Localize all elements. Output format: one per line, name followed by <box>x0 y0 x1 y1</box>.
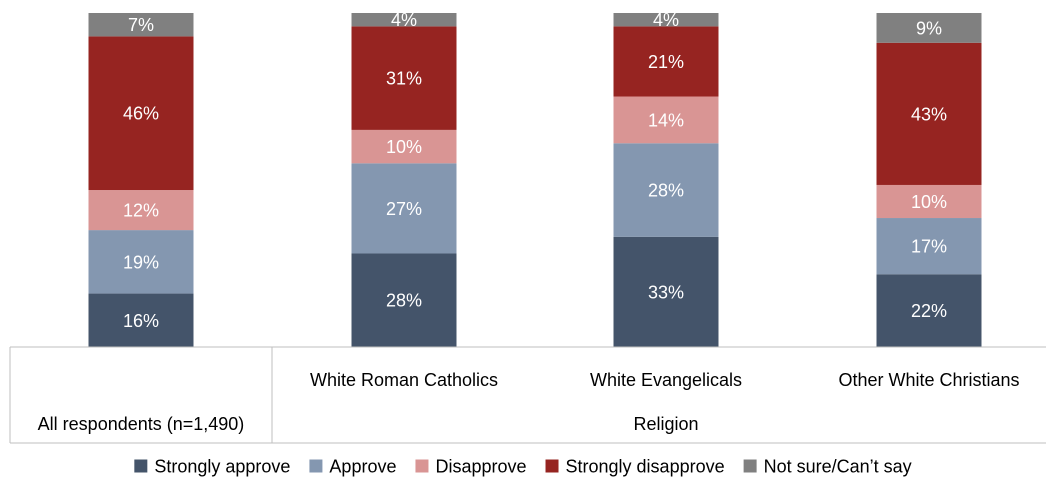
data-label-disapprove-2: 10% <box>386 137 422 157</box>
bars-layer: 16% 19% 12% 46% 7% 28% 27% 10% 31% 4% 33% 28% 14% 21%… <box>88 10 982 347</box>
data-label-strongly-disapprove-4: 43% <box>911 104 947 124</box>
bar-segment-strongly-approve-2 <box>351 253 457 347</box>
bar-segment-not-sure-can-t-say-2 <box>351 13 457 27</box>
data-label-disapprove-3: 14% <box>648 110 684 130</box>
data-label-strongly-approve-2: 28% <box>386 291 422 311</box>
data-label-disapprove-4: 10% <box>911 192 947 212</box>
legend-label-approve: Approve <box>329 456 396 476</box>
bar-segment-strongly-disapprove-1 <box>88 36 194 191</box>
data-label-not-sure-can-t-say-3: 4% <box>653 10 679 30</box>
data-label-approve-2: 27% <box>386 199 422 219</box>
data-label-strongly-approve-3: 33% <box>648 282 684 302</box>
bar-segment-approve-4 <box>876 218 982 275</box>
data-label-not-sure-can-t-say-1: 7% <box>128 15 154 35</box>
data-label-strongly-disapprove-2: 31% <box>386 69 422 89</box>
bar-segment-approve-1 <box>88 230 194 294</box>
data-label-strongly-disapprove-1: 46% <box>123 104 159 124</box>
data-label-disapprove-1: 12% <box>123 201 159 221</box>
bar-segment-not-sure-can-t-say-1 <box>88 13 194 37</box>
data-label-approve-1: 19% <box>123 252 159 272</box>
bar-segment-strongly-approve-1 <box>88 293 194 347</box>
legend-label-strongly-approve: Strongly approve <box>154 456 290 476</box>
bar-segment-not-sure-can-t-say-4 <box>876 13 982 43</box>
data-label-strongly-approve-4: 22% <box>911 301 947 321</box>
bar-segment-disapprove-2 <box>351 129 457 164</box>
x-tick-label-3: White Evangelicals <box>590 370 742 390</box>
bar-segment-approve-3 <box>613 143 719 237</box>
legend-swatch-disapprove <box>415 459 429 473</box>
x-tick-label-2: White Roman Catholics <box>310 370 498 390</box>
bar-segment-not-sure-can-t-say-3 <box>613 13 719 27</box>
legend-swatch-strongly-approve <box>134 459 148 473</box>
data-label-not-sure-can-t-say-4: 9% <box>916 18 942 38</box>
legend-label-strongly-disapprove: Strongly disapprove <box>566 456 725 476</box>
bar-segment-strongly-approve-4 <box>876 274 982 347</box>
legend-swatch-approve <box>309 459 323 473</box>
bar-segment-disapprove-3 <box>613 96 719 144</box>
x-group-label: Religion <box>633 414 698 434</box>
bar-segment-strongly-disapprove-2 <box>351 26 457 130</box>
data-label-strongly-disapprove-3: 21% <box>648 52 684 72</box>
data-label-approve-4: 17% <box>911 237 947 257</box>
legend-label-disapprove: Disapprove <box>435 456 526 476</box>
bar-segment-approve-2 <box>351 163 457 254</box>
bar-segment-strongly-disapprove-4 <box>876 42 982 185</box>
legend: Strongly approve Approve Disapprove Strongl… <box>134 456 912 476</box>
bar-segment-strongly-approve-3 <box>613 236 719 347</box>
x-tick-label-1: All respondents (n=1,490) <box>38 414 245 434</box>
bar-segment-disapprove-1 <box>88 190 194 231</box>
legend-swatch-not-sure-can-t-say <box>743 459 757 473</box>
legend-swatch-strongly-disapprove <box>545 459 559 473</box>
data-label-approve-3: 28% <box>648 181 684 201</box>
data-label-strongly-approve-1: 16% <box>123 311 159 331</box>
data-label-not-sure-can-t-say-2: 4% <box>391 10 417 30</box>
axis-layer: All respondents (n=1,490) White Roman Cat… <box>9 346 1046 444</box>
bar-segment-strongly-disapprove-3 <box>613 26 719 97</box>
legend-label-not-sure-can-t-say: Not sure/Can’t say <box>764 456 912 476</box>
bar-segment-disapprove-4 <box>876 184 982 219</box>
x-tick-label-4: Other White Christians <box>838 370 1019 390</box>
